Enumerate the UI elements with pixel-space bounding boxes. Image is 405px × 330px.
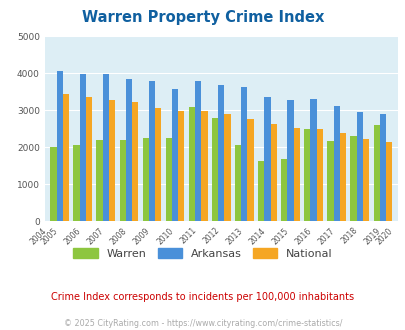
Bar (50, 147, 56, 221)
Bar (217, 85, 224, 221)
Bar (188, 107, 194, 221)
Bar (258, 161, 264, 221)
Bar (132, 102, 138, 221)
Bar (373, 125, 379, 221)
Bar (333, 106, 339, 221)
Bar (211, 117, 217, 221)
Legend: Warren, Arkansas, National: Warren, Arkansas, National (68, 244, 337, 263)
Bar (119, 140, 126, 221)
Text: © 2025 CityRating.com - https://www.cityrating.com/crime-statistics/: © 2025 CityRating.com - https://www.city… (64, 319, 341, 328)
Text: Warren Property Crime Index: Warren Property Crime Index (82, 10, 323, 25)
Bar (149, 82, 155, 221)
Bar (326, 141, 333, 221)
Bar (165, 138, 172, 221)
Bar (172, 89, 178, 221)
Bar (126, 79, 132, 221)
Bar (247, 119, 253, 221)
Bar (287, 100, 293, 221)
Bar (79, 74, 86, 221)
Bar (303, 129, 310, 221)
Text: Crime Index corresponds to incidents per 100,000 inhabitants: Crime Index corresponds to incidents per… (51, 292, 354, 302)
Bar (234, 145, 241, 221)
Bar (281, 159, 287, 221)
Bar (155, 108, 161, 221)
Bar (350, 136, 356, 221)
Bar (316, 129, 322, 221)
Bar (264, 97, 270, 221)
Bar (109, 100, 115, 221)
Bar (241, 87, 247, 221)
Bar (86, 97, 92, 221)
Bar (63, 94, 69, 221)
Bar (56, 71, 63, 221)
Bar (385, 142, 391, 221)
Bar (362, 139, 368, 221)
Bar (142, 138, 149, 221)
Bar (310, 99, 316, 221)
Bar (178, 111, 184, 221)
Bar (224, 114, 230, 221)
Bar (270, 123, 276, 221)
Bar (102, 74, 109, 221)
Bar (201, 111, 207, 221)
Bar (73, 145, 79, 221)
Bar (356, 112, 362, 221)
Bar (96, 140, 102, 221)
Bar (379, 114, 385, 221)
Bar (339, 133, 345, 221)
Bar (194, 81, 201, 221)
Bar (293, 128, 299, 221)
